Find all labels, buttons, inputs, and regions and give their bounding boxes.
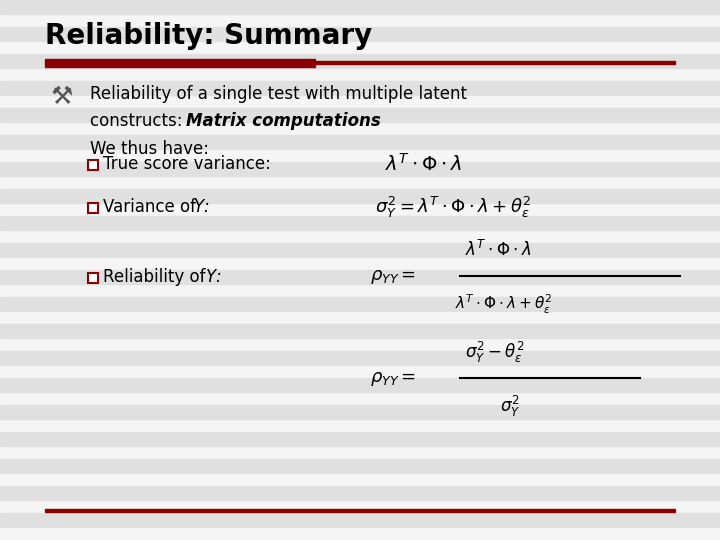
Text: $Y$:: $Y$: (193, 198, 210, 216)
Bar (0, 243, 720, 256)
Bar (0, 162, 720, 176)
Text: $Y$:: $Y$: (205, 268, 222, 286)
Text: $\rho_{YY} = $: $\rho_{YY} = $ (370, 370, 416, 388)
Text: $\sigma_Y^2 = \lambda^T \cdot \Phi \cdot \lambda + \theta_\varepsilon^2$: $\sigma_Y^2 = \lambda^T \cdot \Phi \cdot… (375, 194, 531, 220)
Bar (88, 203, 98, 213)
Bar (0, 297, 720, 310)
Text: Reliability of a single test with multiple latent: Reliability of a single test with multip… (90, 85, 467, 103)
Bar (0, 189, 720, 202)
Text: Reliability of: Reliability of (103, 268, 211, 286)
Bar (0, 108, 720, 122)
Bar (0, 270, 720, 284)
Text: constructs:: constructs: (90, 112, 193, 130)
Bar (0, 378, 720, 392)
Bar (0, 135, 720, 148)
Bar (0, 324, 720, 338)
Bar (0, 216, 720, 229)
Text: $\rho_{YY} = $: $\rho_{YY} = $ (370, 268, 416, 286)
Bar (0, 405, 720, 418)
Text: True score variance:: True score variance: (103, 155, 271, 173)
Text: ⚒: ⚒ (51, 85, 73, 109)
Bar (45, 509, 675, 512)
Bar (0, 351, 720, 364)
Text: $\sigma_Y^2$: $\sigma_Y^2$ (500, 394, 521, 418)
Bar (0, 432, 720, 445)
Text: $\lambda^T \cdot \Phi \cdot \lambda + \theta_\varepsilon^2$: $\lambda^T \cdot \Phi \cdot \lambda + \t… (455, 292, 552, 315)
Text: $\lambda^T \cdot \Phi \cdot \lambda$: $\lambda^T \cdot \Phi \cdot \lambda$ (385, 153, 462, 175)
Text: We thus have:: We thus have: (90, 140, 209, 158)
Bar (45, 59, 315, 67)
Bar (88, 160, 98, 170)
Bar (315, 61, 675, 64)
Bar (88, 273, 98, 283)
Text: $\lambda^T \cdot \Phi \cdot \lambda$: $\lambda^T \cdot \Phi \cdot \lambda$ (465, 240, 531, 260)
Text: Variance of: Variance of (103, 198, 202, 216)
Bar (0, 513, 720, 526)
Bar (0, 81, 720, 94)
Bar (0, 27, 720, 40)
Text: Matrix computations: Matrix computations (186, 112, 381, 130)
Bar (0, 486, 720, 500)
Bar (0, 459, 720, 472)
Text: Reliability: Summary: Reliability: Summary (45, 22, 372, 50)
Bar (0, 0, 720, 14)
Bar (0, 54, 720, 68)
Text: $\sigma_Y^2 - \theta_\varepsilon^2$: $\sigma_Y^2 - \theta_\varepsilon^2$ (465, 340, 524, 365)
